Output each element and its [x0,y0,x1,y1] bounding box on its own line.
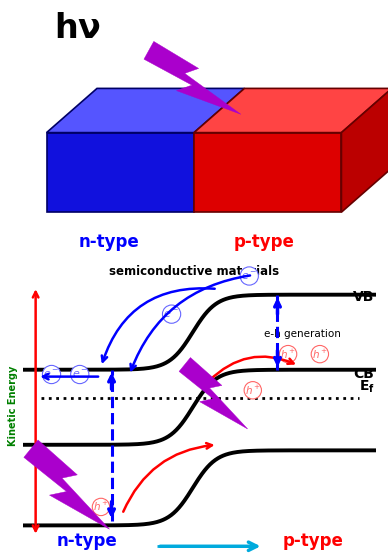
Polygon shape [24,440,109,529]
Text: $e^-$: $e^-$ [241,270,258,281]
Polygon shape [194,88,388,132]
Text: Kinetic Energy: Kinetic Energy [8,366,18,446]
Text: p-type: p-type [282,532,343,550]
Text: e-h generation: e-h generation [264,329,341,339]
Text: $e^-$: $e^-$ [43,369,60,380]
Text: $h^+$: $h^+$ [93,500,109,514]
Text: $h^+$: $h^+$ [312,348,328,361]
Text: semiconductive materials: semiconductive materials [109,265,279,277]
Polygon shape [194,132,341,212]
Polygon shape [47,88,244,132]
Text: $\mathbf{E_f}$: $\mathbf{E_f}$ [359,379,374,395]
Polygon shape [179,358,248,429]
Text: CB: CB [354,367,374,381]
Text: $h^+$: $h^+$ [280,348,296,361]
Text: $e^-$: $e^-$ [163,309,180,320]
Text: VB: VB [353,290,374,305]
Text: $e^-$: $e^-$ [71,369,88,380]
Polygon shape [144,41,241,115]
Text: $h^+$: $h^+$ [245,384,261,397]
Text: p-type: p-type [234,232,294,251]
Polygon shape [47,132,194,212]
Text: n-type: n-type [57,532,117,550]
Text: n-type: n-type [78,232,139,251]
Text: $\mathbf{h\nu}$: $\mathbf{h\nu}$ [54,13,101,46]
Polygon shape [341,88,388,212]
